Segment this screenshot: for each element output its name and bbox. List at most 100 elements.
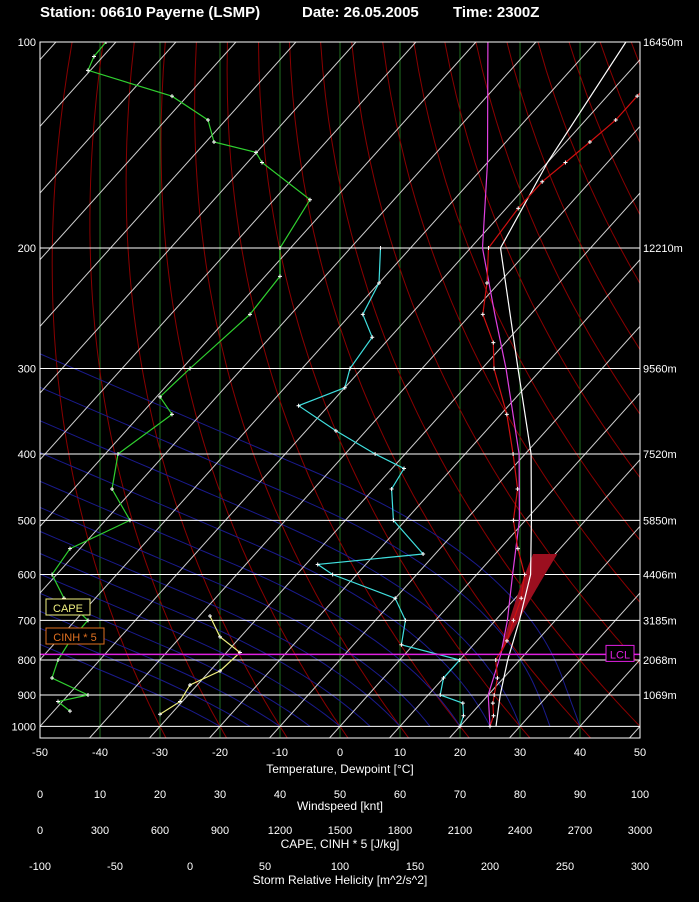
temperature-point [516, 206, 521, 211]
dewpoint-point [403, 618, 408, 623]
dry-adiabat [320, 42, 640, 728]
moist-adiabat [40, 610, 281, 727]
cape-profile-point [178, 699, 182, 704]
isotherm [40, 42, 357, 394]
windspeed-point [68, 709, 72, 714]
dry-adiabat [568, 42, 640, 216]
cape-profile-point [218, 634, 222, 639]
cinh-label: CINH * 5 [53, 632, 96, 644]
cape-profile-point [208, 614, 212, 619]
moist-adiabat [40, 643, 221, 727]
dry-adiabat [226, 42, 470, 738]
height-tick-label: 1069m [643, 690, 677, 702]
xaxis-3-tick-label: -50 [107, 861, 123, 873]
isotherm [40, 42, 237, 261]
xaxis-0-tick-label: 0 [337, 747, 343, 759]
height-tick-label: 16450m [643, 37, 683, 49]
dewpoint-point [342, 385, 347, 390]
windspeed-point [56, 699, 60, 704]
dewpoint-line [297, 247, 465, 727]
isotherm [449, 525, 640, 738]
dewpoint-point [457, 658, 462, 663]
dry-adiabat [51, 42, 167, 738]
windspeed-point [50, 572, 54, 577]
dewpoint-point [393, 596, 398, 601]
dry-adiabat [289, 42, 592, 738]
xaxis-2-tick-label: 2100 [448, 825, 472, 837]
cape-area [500, 554, 558, 655]
dry-adiabat [599, 42, 640, 144]
dewpoint-point [438, 693, 443, 698]
height-tick-label: 12210m [643, 243, 683, 255]
xaxis-1-tick-label: 100 [631, 789, 649, 801]
xaxis-0-tick-label: 40 [574, 747, 586, 759]
height-tick-label: 2068m [643, 655, 677, 667]
pressure-tick-label: 200 [18, 243, 36, 255]
pressure-tick-label: 400 [18, 449, 36, 461]
plot-area [40, 40, 699, 738]
windspeed-point [68, 546, 72, 551]
temperature-point [587, 140, 592, 145]
dry-adiabat [475, 42, 640, 416]
windspeed-point [170, 94, 174, 99]
isotherm [269, 325, 640, 738]
height-tick-label: 5850m [643, 515, 677, 527]
windspeed-point [278, 246, 282, 251]
isotherm [40, 42, 417, 461]
windspeed-point [188, 366, 192, 371]
pressure-tick-label: 500 [18, 515, 36, 527]
cape-box [45, 598, 91, 616]
height-tick-label: 9560m [643, 364, 677, 376]
dewpoint-point [391, 518, 396, 523]
temperature-point [490, 701, 495, 706]
xaxis-1-tick-label: 70 [454, 789, 466, 801]
dewpoint-point [333, 428, 338, 433]
height-tick-label: 4406m [643, 570, 677, 582]
height-tick-label: 3185m [643, 615, 677, 627]
windspeed-point [50, 676, 54, 681]
parcel-line [481, 42, 521, 727]
temperature-line [482, 92, 640, 727]
xaxis-1-tick-label: 80 [514, 789, 526, 801]
moist-adiabat [40, 592, 311, 727]
xaxis-0-tick-label: -40 [92, 747, 108, 759]
windspeed-point [254, 150, 258, 155]
windspeed-point [206, 117, 210, 122]
temperature-point [488, 724, 492, 729]
dewpoint-point [461, 713, 466, 718]
temperature-point [563, 160, 568, 165]
dewpoint-point [360, 312, 365, 317]
temperature-point [491, 713, 496, 718]
temperature-point [480, 312, 485, 317]
cape-label: CAPE [53, 603, 83, 615]
pressure-tick-label: 100 [18, 37, 36, 49]
dry-adiabat [693, 42, 699, 738]
dry-adiabat [662, 42, 699, 738]
xaxis-0-tick-label: -30 [152, 747, 168, 759]
windspeed-point [158, 394, 162, 399]
cape-profile-point [218, 668, 222, 673]
temperature-point [690, 40, 694, 44]
chart-title: Station: 06610 Payerne (LSMP) Date: 26.0… [0, 4, 699, 72]
time-label: Time: 2300Z [453, 4, 540, 21]
xaxis-3-tick-label: 100 [331, 861, 349, 873]
xaxis-1-tick-label: 40 [274, 789, 286, 801]
windspeed-point [110, 487, 114, 492]
windspeed-point [56, 658, 60, 663]
dewpoint-point [458, 724, 462, 729]
xaxis-1-tick-label: 20 [154, 789, 166, 801]
windspeed-point [278, 274, 282, 279]
temperature-point [658, 68, 662, 72]
temperature-point [504, 638, 509, 643]
dewpoint-point [441, 676, 446, 681]
windspeed-point [92, 54, 96, 59]
xaxis-1-tick-label: 90 [574, 789, 586, 801]
xaxis-1-tick-label: 50 [334, 789, 346, 801]
temperature-point [635, 94, 640, 99]
temperature-point [511, 452, 516, 457]
cinh-box [45, 627, 105, 645]
isotherm [569, 658, 640, 738]
isotherm [209, 258, 640, 738]
cape-profile-point [188, 682, 192, 687]
